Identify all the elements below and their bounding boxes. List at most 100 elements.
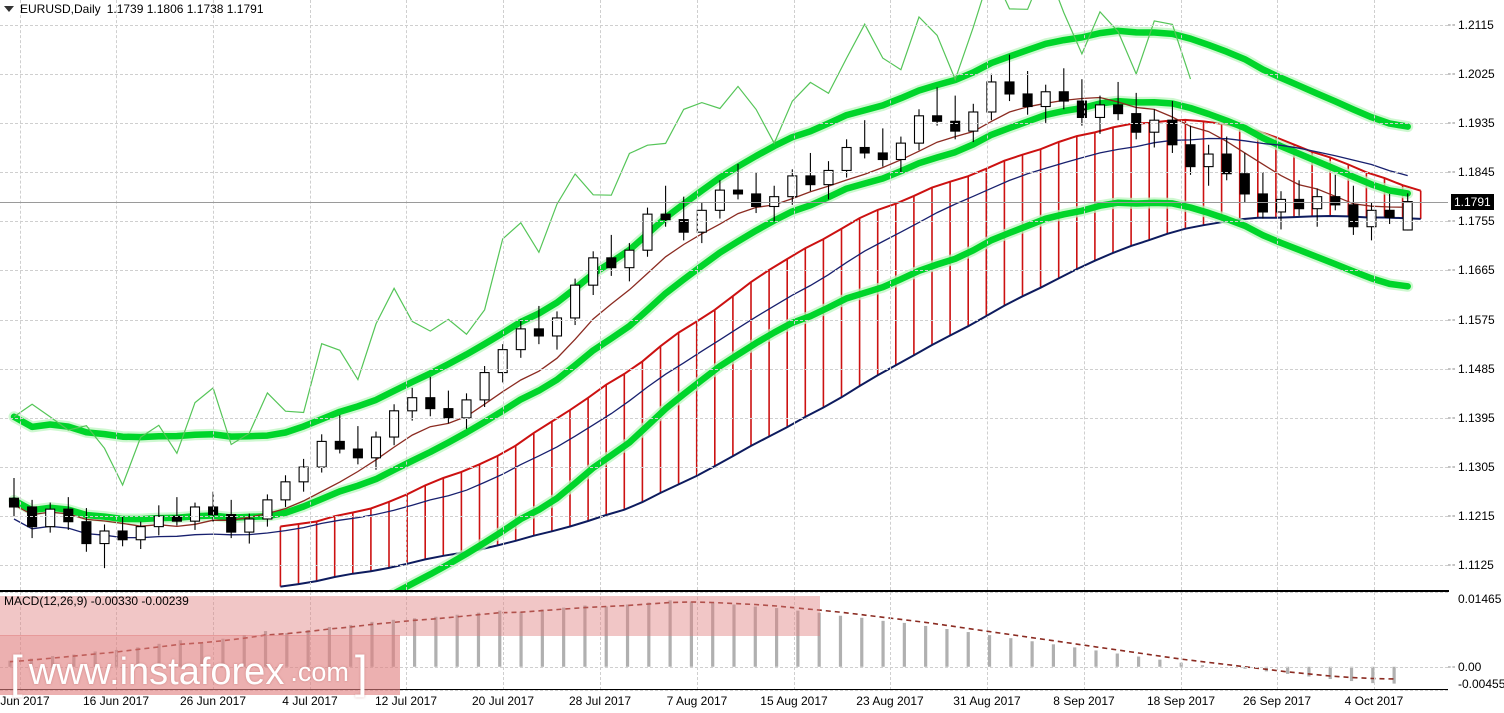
- candle-body: [407, 397, 418, 412]
- date-gridline: [503, 592, 504, 690]
- date-gridline: [697, 0, 698, 590]
- candle-body: [877, 152, 888, 161]
- date-tick-label: 31 Aug 2017: [953, 694, 1021, 708]
- candle-body: [1076, 100, 1087, 119]
- candle-body: [1221, 153, 1232, 175]
- candle-body: [968, 111, 979, 132]
- price-tick-label: 1.1395: [1458, 410, 1495, 425]
- candle-body: [244, 518, 255, 533]
- candle-body: [8, 497, 20, 508]
- candle-body: [262, 499, 273, 520]
- ohlc-label: 1.1739 1.1806 1.1738 1.1791: [106, 1, 264, 16]
- candle-body: [63, 508, 74, 523]
- chart-header: EURUSD,Daily 1.1739 1.1806 1.1738 1.1791: [0, 1, 264, 16]
- candle-body: [1185, 144, 1196, 168]
- price-gridline: [0, 172, 1448, 174]
- price-tick-label: 1.1125: [1458, 558, 1494, 573]
- macd-gridline: [0, 666, 1448, 668]
- price-gridline: [0, 417, 1448, 419]
- candle-body: [1312, 196, 1323, 210]
- price-tick: [1448, 73, 1455, 75]
- candle-body: [1275, 198, 1287, 213]
- date-gridline: [406, 592, 407, 690]
- date-gridline: [406, 0, 407, 590]
- macd-gridline: [0, 690, 1448, 691]
- price-tick: [1448, 417, 1455, 419]
- candle-body: [298, 466, 309, 483]
- candle-body: [389, 410, 400, 438]
- date-gridline: [600, 0, 601, 590]
- price-tick: [1448, 171, 1455, 173]
- price-tick-label: 1.2025: [1458, 66, 1495, 81]
- candlesticks[interactable]: [8, 54, 1413, 569]
- candle-body: [932, 115, 943, 122]
- date-tick-label: 26 Jun 2017: [179, 694, 247, 708]
- candle-body: [1330, 196, 1341, 206]
- candle-body: [950, 120, 961, 132]
- price-gridline: [0, 319, 1448, 321]
- price-tick-label: 1.1935: [1458, 115, 1495, 130]
- price-plot: [8, 0, 1422, 590]
- date-tick-label: 12 Jul 2017: [374, 694, 438, 708]
- candle-body: [425, 397, 436, 410]
- candle-body: [1040, 91, 1051, 108]
- macd-header: MACD(12,26,9) -0.00330 -0.00239: [4, 594, 189, 608]
- date-tick-label: 23 Aug 2017: [856, 694, 924, 708]
- chevron-down-icon[interactable]: [4, 5, 14, 12]
- candle-body: [461, 399, 472, 419]
- candle-body: [551, 317, 563, 337]
- price-tick: [1448, 564, 1455, 566]
- watermark-text: www.instaforex: [28, 650, 285, 693]
- candle-body: [189, 506, 201, 522]
- date-tick-label: 8 Sep 2017: [1053, 694, 1115, 708]
- date-tick-label: 16 Jun 2017: [82, 694, 150, 708]
- candle-body: [1366, 209, 1377, 228]
- candle-body: [823, 169, 834, 186]
- price-tick-label: 1.1575: [1458, 312, 1495, 327]
- candle-body: [533, 328, 544, 337]
- date-gridline: [310, 0, 311, 590]
- date-gridline: [116, 0, 117, 590]
- date-gridline: [697, 592, 698, 690]
- date-gridline: [1181, 0, 1182, 590]
- candle-body: [1203, 153, 1214, 168]
- date-tick-label: 8 Jun 2017: [0, 694, 50, 708]
- date-gridline: [987, 592, 988, 690]
- macd-signal-line: [9, 601, 1395, 680]
- date-gridline: [1084, 0, 1085, 590]
- price-axis[interactable]: 1.2115 1.2025 1.1935 1.1845 1.1755 1.1665 1.15…: [1448, 0, 1504, 590]
- candle-body: [1239, 173, 1250, 195]
- candle-body: [570, 284, 581, 319]
- price-pane[interactable]: [0, 0, 1448, 590]
- candle-body: [1167, 119, 1178, 146]
- watermark-close-bracket: ]: [354, 646, 368, 698]
- candle-body: [443, 408, 454, 419]
- date-gridline: [794, 592, 795, 690]
- watermark-band: [0, 635, 400, 695]
- candle-body: [1257, 193, 1268, 213]
- date-gridline: [1374, 592, 1375, 690]
- candle-body: [1348, 204, 1359, 228]
- price-tick-label: 1.1485: [1458, 361, 1495, 376]
- price-tick-label: 1.1845: [1458, 165, 1495, 180]
- date-tick-label: 28 Jul 2017: [568, 694, 632, 708]
- candle-body: [1384, 209, 1395, 218]
- date-gridline: [1277, 0, 1278, 590]
- price-tick: [1448, 319, 1455, 321]
- current-price-line: [0, 201, 1448, 203]
- candle-body: [678, 219, 689, 233]
- date-gridline: [1277, 592, 1278, 690]
- current-price-tag: 1.1791: [1451, 193, 1494, 210]
- candle-body: [805, 175, 816, 186]
- candle-body: [352, 448, 363, 459]
- date-tick-label: 26 Sep 2017: [1242, 694, 1312, 708]
- macd-axis[interactable]: 0.01465 0.00 -0.00455: [1448, 592, 1504, 691]
- price-tick: [1448, 368, 1455, 370]
- candle-body: [1022, 93, 1033, 108]
- candle-body: [497, 349, 508, 374]
- price-gridline: [0, 467, 1448, 469]
- candle-body: [1402, 201, 1413, 231]
- price-tick-label: 1.2115: [1458, 17, 1494, 32]
- macd-tick-label: -0.00455: [1458, 677, 1504, 691]
- candle-body: [1149, 119, 1160, 133]
